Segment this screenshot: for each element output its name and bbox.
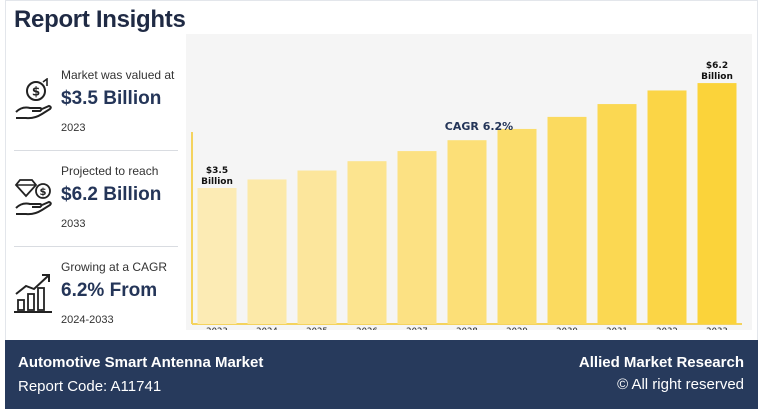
stat-cagr: Growing at a CAGR 6.2% From 2024-2033 — [10, 250, 180, 340]
cagr-annotation: CAGR 6.2% — [445, 120, 513, 133]
data-label-unit: Billion — [701, 72, 733, 82]
bar-2030 — [547, 116, 587, 325]
x-tick-label: 2023 — [206, 327, 228, 330]
bar-2032 — [647, 90, 687, 324]
copyright: © All right reserved — [617, 376, 744, 393]
svg-text:$: $ — [32, 85, 40, 99]
x-tick-label: 2029 — [506, 327, 528, 330]
x-tick-label: 2033 — [706, 327, 728, 330]
diamond-coin-hand-icon: $ — [14, 179, 52, 216]
bar-2031 — [597, 104, 637, 324]
footer-bar: Automotive Smart Antenna Market Report C… — [5, 340, 758, 409]
stat-value: $3.5 Billion — [61, 88, 162, 109]
stat-year: 2023 — [61, 122, 86, 134]
bar-2028 — [447, 140, 487, 324]
x-tick-label: 2028 — [456, 327, 478, 330]
stat-value: $6.2 Billion — [61, 184, 162, 205]
data-label-unit: Billion — [201, 177, 233, 187]
x-tick-label: 2032 — [656, 327, 678, 330]
data-label-value: $3.5 — [206, 166, 228, 176]
stat-year: 2024-2033 — [61, 314, 114, 326]
divider — [14, 150, 178, 151]
svg-text:$: $ — [40, 187, 47, 198]
growth-chart-icon — [14, 274, 52, 313]
bar-2029 — [497, 128, 537, 324]
bar-chart: 2023 2024 2025 2026 2027 2028 2029 2030 2031 2032… — [191, 61, 742, 330]
divider — [14, 246, 178, 247]
stat-label: Market was valued at — [61, 68, 175, 82]
report-code: Report Code: A11741 — [18, 378, 162, 395]
x-tick-label: 2025 — [306, 327, 328, 330]
data-label-value: $6.2 — [706, 61, 728, 71]
money-hand-icon: $ — [15, 78, 52, 120]
stat-market-value: $ Market was valued at $3.5 Billion 2023 — [10, 58, 180, 148]
x-tick-label: 2031 — [606, 327, 628, 330]
bar-2023 — [197, 188, 237, 324]
x-tick-label: 2026 — [356, 327, 378, 330]
bar-2033 — [697, 83, 737, 324]
stat-label: Projected to reach — [61, 164, 159, 178]
bar-2027 — [397, 151, 437, 324]
market-name: Automotive Smart Antenna Market — [18, 354, 264, 371]
stat-value: 6.2% From — [61, 280, 158, 301]
page-title: Report Insights — [14, 6, 186, 33]
bar-2025 — [297, 170, 337, 324]
brand-name: Allied Market Research — [578, 354, 744, 371]
stat-label: Growing at a CAGR — [61, 260, 168, 274]
x-tick-label: 2027 — [406, 327, 428, 330]
stat-year: 2033 — [61, 218, 86, 230]
x-tick-label: 2024 — [256, 327, 278, 330]
bar-2026 — [347, 161, 387, 324]
stat-projected-value: $ Projected to reach $6.2 Billion 2033 — [10, 154, 180, 244]
x-tick-label: 2030 — [556, 327, 578, 330]
bar-2024 — [247, 179, 287, 324]
